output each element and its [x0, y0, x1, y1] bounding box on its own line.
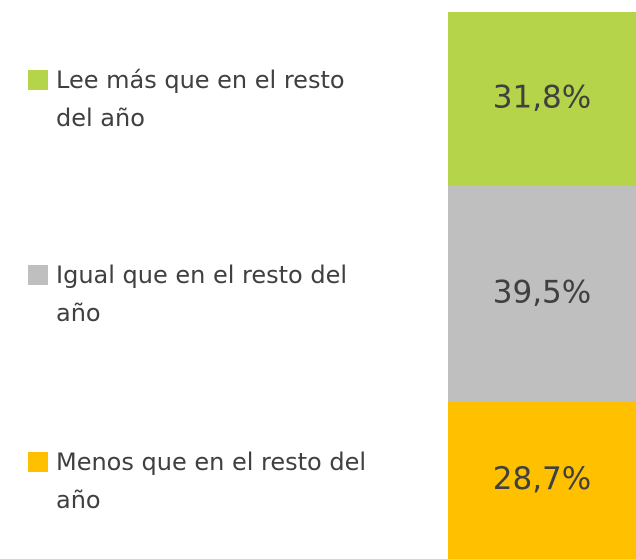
legend-swatch	[28, 69, 48, 90]
legend-label: Igual que en el resto del año	[56, 260, 348, 327]
legend-item: Igual que en el resto del año	[28, 256, 388, 332]
value-label: 28,7%	[493, 461, 591, 497]
legend-item: Menos que en el resto del año	[28, 443, 388, 519]
value-label: 39,5%	[493, 274, 591, 310]
legend-label: Lee más que en el resto del año	[56, 65, 345, 132]
bar-segment	[448, 185, 636, 403]
value-label: 31,8%	[493, 79, 591, 115]
bar-segment	[448, 402, 636, 559]
bar-segment	[448, 12, 636, 186]
legend-label: Menos que en el resto del año	[56, 447, 367, 514]
legend-swatch	[28, 451, 48, 472]
legend-item: Lee más que en el resto del año	[28, 61, 388, 137]
legend-swatch	[28, 264, 48, 285]
